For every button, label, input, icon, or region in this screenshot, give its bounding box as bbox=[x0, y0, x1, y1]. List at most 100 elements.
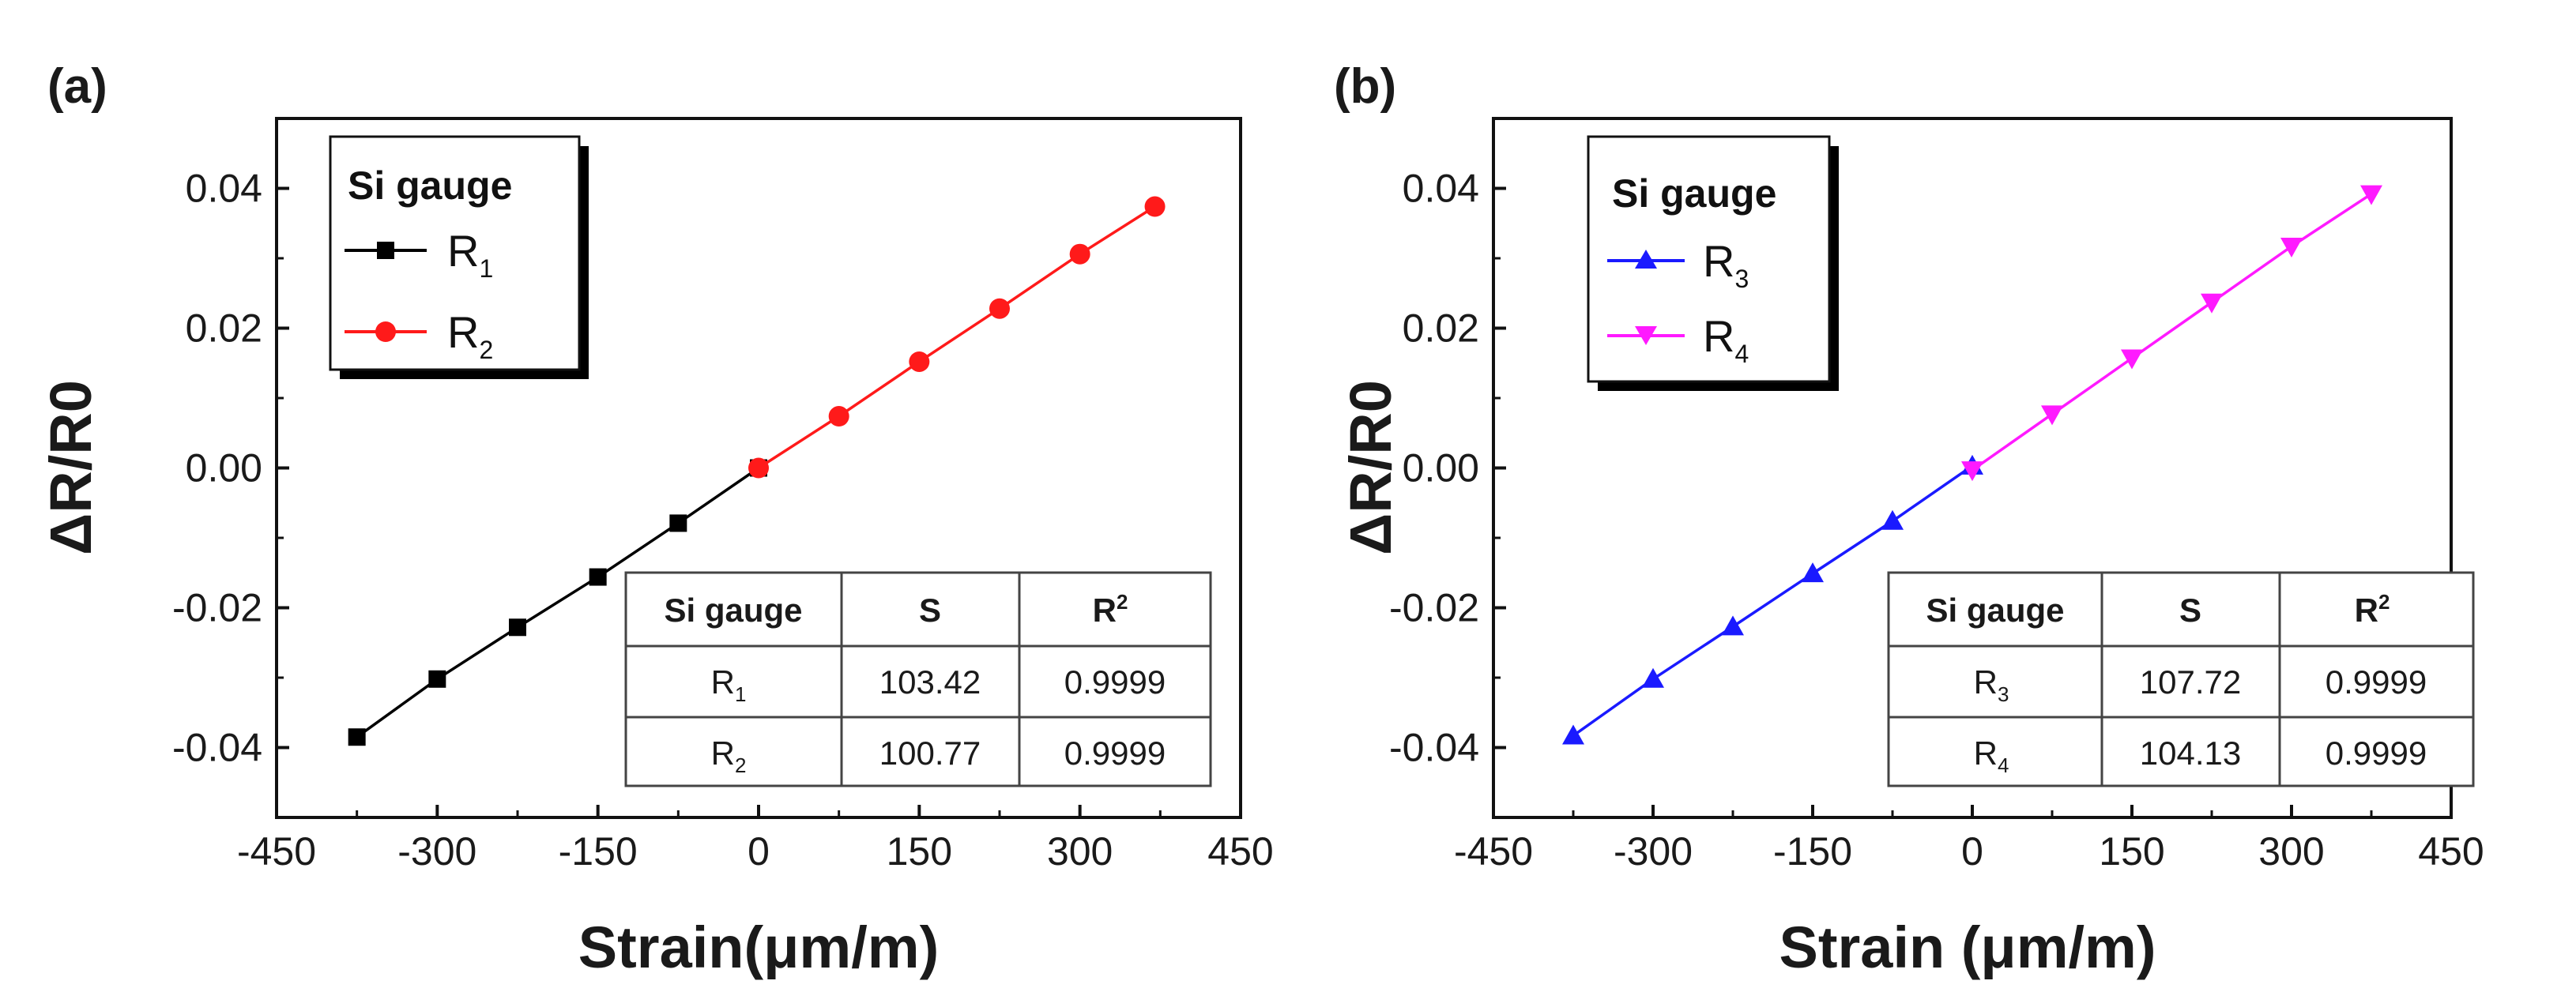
panel-b-legend-label-r3-base: R bbox=[1703, 236, 1734, 286]
panel-a-table-row2-r2: 0.9999 bbox=[1064, 735, 1166, 772]
panel-b-data-point-r3 bbox=[1562, 724, 1584, 745]
panel-a-plot-area: -450 -300 -150 0 150 300 450 -0.04 -0.02 0.00 0.02… bbox=[172, 117, 1274, 874]
panel-b-y-tick-label: -0.02 bbox=[1389, 586, 1479, 630]
panel-a-data-point-r1 bbox=[428, 670, 446, 688]
panel-a: (a) -450 -300 -150 0 150 300 450 -0.04 -0.02 0.00… bbox=[38, 59, 1274, 980]
panel-a-legend-label-r1-sub: 1 bbox=[479, 254, 493, 283]
panel-a-data-point-r2 bbox=[909, 351, 930, 372]
panel-b-data-point-r3 bbox=[1722, 615, 1744, 636]
panel-a-table-row1-gauge-base: R bbox=[711, 663, 735, 701]
panel-a-x-tick-label: -150 bbox=[559, 829, 638, 874]
panel-b-x-axis-title: Strain (μm/m) bbox=[1779, 915, 2156, 980]
panel-b-legend-label-r4-sub: 4 bbox=[1734, 340, 1749, 368]
panel-a-ticks: -450 -300 -150 0 150 300 450 -0.04 -0.02 0.00 0.02… bbox=[172, 167, 1274, 874]
panel-b-data-point-r4 bbox=[2280, 237, 2303, 257]
panel-a-series-line-r2 bbox=[758, 205, 1156, 469]
panel-a-table-row2-gauge-sub: 2 bbox=[735, 753, 746, 777]
panel-b-table-row2-gauge: R4 bbox=[1974, 735, 2009, 777]
panel-a-label: (a) bbox=[47, 59, 107, 114]
panel-a-data-point-r2 bbox=[989, 298, 1010, 319]
panel-b-table-row2-s: 104.13 bbox=[2140, 735, 2241, 772]
panel-a-series-line-r1 bbox=[356, 467, 759, 738]
panel-b-series-line-r4 bbox=[1971, 193, 2372, 472]
panel-a-x-tick-label: 300 bbox=[1047, 829, 1113, 874]
panel-a-table-header-gauge: Si gauge bbox=[664, 592, 802, 629]
panel-a-y-tick-label: 0.04 bbox=[186, 167, 262, 211]
panel-b-table-header-s: S bbox=[2179, 592, 2201, 629]
panel-a-data-point-r2 bbox=[1069, 243, 1090, 265]
panel-b-data-point-r4 bbox=[1961, 461, 1983, 482]
panel-b-legend: Si gauge R3 R4 bbox=[1587, 135, 1839, 391]
panel-a-table-header-r2-base: R bbox=[1093, 592, 1117, 629]
panel-b-data-point-r3 bbox=[1802, 562, 1824, 583]
panel-b-y-tick-label: 0.00 bbox=[1403, 446, 1479, 490]
panel-a-table-row1-s: 103.42 bbox=[879, 663, 981, 701]
panel-a-y-tick-label: -0.04 bbox=[172, 726, 262, 770]
panel-a-table-row1-gauge-sub: 1 bbox=[735, 682, 746, 706]
panel-a-legend-title: Si gauge bbox=[348, 163, 512, 208]
panel-b-legend-label-r3: R3 bbox=[1703, 236, 1749, 293]
panel-b-series bbox=[1562, 185, 2382, 745]
panel-b-legend-marker-r3 bbox=[1635, 250, 1657, 269]
panel-a-legend-label-r2-base: R bbox=[447, 307, 479, 357]
panel-a-y-tick-label: 0.02 bbox=[186, 306, 262, 351]
panel-a-data-point-r2 bbox=[828, 406, 849, 427]
panel-a-table-header-r2: R2 bbox=[1093, 590, 1128, 629]
panel-b-x-tick-label: 300 bbox=[2258, 829, 2324, 874]
panel-b-data-point-r3 bbox=[1881, 509, 1904, 530]
panel-b: (b) -450 -300 -150 0 150 300 450 -0.04 -0.02 0.00… bbox=[1334, 59, 2484, 980]
panel-a-y-tick-label: -0.02 bbox=[172, 586, 262, 630]
panel-a-table-header-r2-sup: 2 bbox=[1117, 590, 1128, 614]
panel-b-x-tick-label: 0 bbox=[1961, 829, 1983, 874]
panel-b-data-point-r4 bbox=[2360, 185, 2382, 205]
panel-b-table-header-r2-sup: 2 bbox=[2378, 590, 2390, 614]
panel-b-table-row1-gauge-base: R bbox=[1974, 663, 1998, 701]
panel-a-legend-label-r1: R1 bbox=[447, 226, 493, 283]
panel-a-legend-label-r2: R2 bbox=[447, 307, 493, 364]
panel-b-legend-label-r4: R4 bbox=[1703, 311, 1749, 368]
panel-b-legend-title: Si gauge bbox=[1612, 171, 1776, 216]
panel-b-table-frame bbox=[1887, 571, 2475, 787]
panel-a-x-tick-label: 0 bbox=[748, 829, 770, 874]
panel-b-x-tick-label: 150 bbox=[2099, 829, 2164, 874]
panel-b-table-row1-s: 107.72 bbox=[2140, 663, 2241, 701]
panel-b-table-row1-gauge: R3 bbox=[1974, 663, 2009, 706]
panel-a-x-tick-label: -450 bbox=[237, 829, 316, 874]
panel-a-y-tick-label: 0.00 bbox=[186, 446, 262, 490]
panel-a-series bbox=[348, 196, 1166, 746]
panel-b-table-row2-gauge-sub: 4 bbox=[1998, 753, 2009, 777]
panel-a-legend-label-r2-sub: 2 bbox=[479, 336, 493, 364]
panel-a-data-point-r1 bbox=[669, 514, 687, 532]
panel-b-table-header-gauge: Si gauge bbox=[1926, 592, 2064, 629]
panel-a-table: Si gauge S R2 R1 103.42 0.9999 R2 100.77… bbox=[624, 571, 1212, 787]
panel-b-data-point-r4 bbox=[2201, 293, 2223, 314]
panel-b-y-axis-title: ΔR/R0 bbox=[1338, 380, 1403, 555]
panel-b-legend-label-r4-base: R bbox=[1703, 311, 1734, 361]
panel-a-data-point-r1 bbox=[348, 728, 366, 746]
panel-a-legend-marker-r1 bbox=[377, 242, 394, 259]
panel-b-label: (b) bbox=[1334, 59, 1396, 114]
panel-a-table-frame bbox=[624, 571, 1212, 787]
panel-b-table-header-r2: R2 bbox=[2355, 590, 2390, 629]
panel-a-table-header-s: S bbox=[919, 592, 941, 629]
panel-b-table-header-r2-base: R bbox=[2355, 592, 2378, 629]
panel-b-series-line-r3 bbox=[1572, 464, 1973, 737]
panel-b-y-tick-label: 0.02 bbox=[1403, 306, 1479, 351]
panel-b-x-tick-label: -150 bbox=[1773, 829, 1852, 874]
panel-a-table-row1-gauge: R1 bbox=[711, 663, 747, 706]
panel-a-data-point-r2 bbox=[748, 457, 769, 479]
panel-b-plot-area: -450 -300 -150 0 150 300 450 -0.04 -0.02 0.00 0.02… bbox=[1389, 117, 2484, 874]
panel-a-table-row2-s: 100.77 bbox=[879, 735, 981, 772]
panel-b-table: Si gauge S R2 R3 107.72 0.9999 R4 104.13… bbox=[1887, 571, 2475, 787]
panel-a-legend-label-r1-base: R bbox=[447, 226, 479, 276]
panel-b-table-row1-gauge-sub: 3 bbox=[1998, 682, 2009, 706]
panel-b-legend-label-r3-sub: 3 bbox=[1734, 265, 1749, 293]
panel-b-y-tick-label: 0.04 bbox=[1403, 167, 1479, 211]
panel-b-y-tick-label: -0.04 bbox=[1389, 726, 1479, 770]
panel-b-data-point-r4 bbox=[2041, 405, 2063, 426]
panel-a-x-tick-label: 150 bbox=[887, 829, 952, 874]
panel-a-data-point-r1 bbox=[589, 568, 607, 586]
panel-a-x-tick-label: 450 bbox=[1207, 829, 1273, 874]
panel-b-table-row2-gauge-base: R bbox=[1974, 735, 1998, 772]
